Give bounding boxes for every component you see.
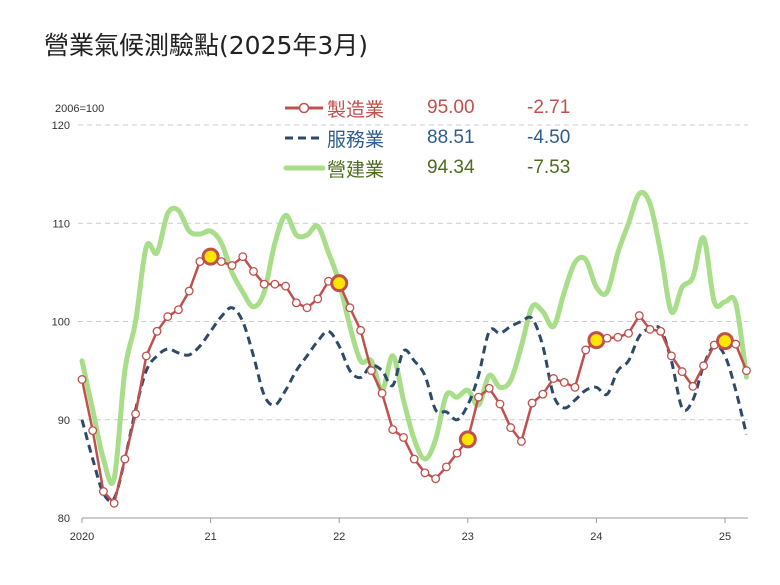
data-point <box>420 468 430 478</box>
manufacturing-series <box>77 247 751 508</box>
x-tick-label: 2020 <box>70 531 94 543</box>
data-point <box>634 311 644 321</box>
manufacturing-line <box>80 254 748 506</box>
data-point <box>345 303 355 313</box>
legend-value: 95.00 <box>427 97 475 118</box>
data-point <box>624 328 633 338</box>
data-point <box>216 257 226 267</box>
data-point <box>570 382 580 392</box>
data-point <box>249 266 258 276</box>
highlighted-data-point <box>716 332 734 351</box>
highlighted-data-point <box>201 247 220 266</box>
data-point <box>549 374 558 383</box>
data-point <box>259 279 269 289</box>
legend-item-services: 服務業 88.51 -4.50 <box>283 123 607 153</box>
highlighted-data-point <box>330 274 349 293</box>
legend-value: 94.34 <box>427 157 475 178</box>
data-point <box>688 381 698 391</box>
data-point <box>559 377 569 387</box>
y-tick-label: 90 <box>58 415 70 427</box>
data-point <box>366 366 376 376</box>
legend-change: -2.71 <box>527 97 571 118</box>
data-point <box>141 351 151 361</box>
x-tick-label: 22 <box>333 531 345 543</box>
data-point <box>98 487 108 496</box>
services-series <box>80 306 748 503</box>
data-point <box>741 366 751 376</box>
data-point <box>677 367 687 377</box>
legend-item-manufacturing: 製造業 95.00 -2.71 <box>283 93 607 123</box>
highlighted-data-point <box>587 331 606 350</box>
services-line <box>80 306 748 503</box>
legend-change: -7.53 <box>527 157 571 178</box>
data-point <box>581 345 591 355</box>
data-point <box>184 286 194 296</box>
data-point <box>516 436 526 446</box>
x-tick-label: 24 <box>590 531 602 543</box>
x-tick-label: 25 <box>719 531 731 543</box>
data-point <box>227 261 237 270</box>
legend: 製造業 95.00 -2.71 服務業 88.51 -4.50 營建業 94.3… <box>283 93 607 183</box>
legend-item-construction: 營建業 94.34 -7.53 <box>283 153 607 183</box>
legend-label: 營建業 <box>327 158 385 181</box>
data-point <box>409 454 419 464</box>
data-point <box>163 312 173 322</box>
data-point <box>291 298 301 308</box>
data-point <box>731 339 741 349</box>
manufacturing-line-marker-icon <box>283 93 325 123</box>
legend-label: 製造業 <box>327 98 385 121</box>
data-point <box>281 281 291 291</box>
x-tick-label: 21 <box>204 531 216 543</box>
data-point <box>270 279 280 289</box>
legend-change: -4.50 <box>527 127 571 148</box>
construction-series <box>79 190 749 486</box>
data-point <box>602 333 612 343</box>
y-tick-label: 100 <box>52 317 70 329</box>
data-point <box>613 332 623 342</box>
data-point <box>441 462 451 472</box>
y-tick-label: 80 <box>58 513 70 525</box>
y-tick-label: 110 <box>52 218 70 230</box>
data-point <box>399 432 408 442</box>
data-point <box>238 252 248 262</box>
x-tick-label: 23 <box>462 531 474 543</box>
data-point <box>377 388 387 398</box>
data-point <box>452 448 462 458</box>
data-point <box>495 399 505 409</box>
data-point <box>152 326 162 336</box>
data-point <box>388 425 398 435</box>
services-dashed-line-icon <box>283 123 325 153</box>
data-point <box>699 361 709 371</box>
data-point <box>131 409 141 419</box>
axes: 80 90 100 110 120 2020 21 22 23 24 25 <box>52 120 748 543</box>
data-point <box>527 398 537 408</box>
data-point <box>666 351 676 361</box>
data-point <box>538 389 548 399</box>
construction-line-icon <box>283 153 326 183</box>
data-point <box>645 324 655 334</box>
data-point <box>474 392 483 402</box>
data-point <box>484 383 494 393</box>
data-point <box>302 303 312 313</box>
chart-title: 營業氣候測驗點(2025年3月) <box>44 31 369 60</box>
legend-value: 88.51 <box>427 127 475 148</box>
data-point <box>77 375 87 384</box>
data-point <box>109 498 119 508</box>
data-point <box>88 426 98 436</box>
unit-label: 2006=100 <box>55 103 105 115</box>
data-point <box>313 294 323 304</box>
construction-line <box>79 190 749 486</box>
legend-label: 服務業 <box>327 128 385 151</box>
highlighted-data-point <box>458 430 477 449</box>
data-point <box>431 474 441 484</box>
data-point <box>173 305 183 315</box>
data-point <box>506 423 516 433</box>
y-tick-label: 120 <box>52 120 70 132</box>
data-point <box>656 326 666 336</box>
data-point <box>356 325 366 335</box>
data-point <box>120 454 130 464</box>
